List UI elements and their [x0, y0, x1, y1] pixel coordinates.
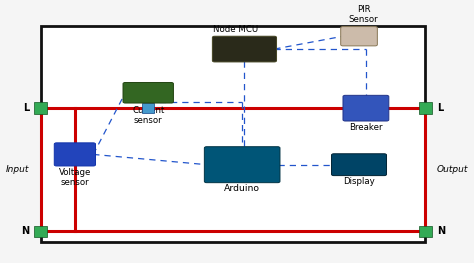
Text: Breaker: Breaker: [349, 123, 383, 132]
Bar: [419, 226, 432, 237]
Text: Output: Output: [437, 165, 468, 174]
FancyBboxPatch shape: [212, 36, 276, 62]
Text: L: L: [437, 103, 443, 113]
FancyBboxPatch shape: [123, 83, 173, 103]
Text: L: L: [23, 103, 29, 113]
FancyBboxPatch shape: [204, 147, 280, 183]
Bar: [34, 102, 47, 114]
Bar: [34, 226, 47, 237]
Text: Arduino: Arduino: [224, 184, 260, 194]
FancyBboxPatch shape: [343, 95, 389, 121]
FancyBboxPatch shape: [55, 143, 96, 166]
Text: Voltage
sensor: Voltage sensor: [59, 168, 91, 187]
Text: N: N: [437, 226, 445, 236]
Text: Node MCU: Node MCU: [213, 25, 258, 34]
FancyBboxPatch shape: [331, 154, 386, 176]
Text: Display: Display: [343, 178, 375, 186]
Text: PIR
Sensor: PIR Sensor: [349, 5, 378, 24]
Text: Current
sensor: Current sensor: [132, 106, 164, 125]
Bar: [419, 102, 432, 114]
FancyBboxPatch shape: [341, 27, 377, 46]
Text: N: N: [21, 226, 29, 236]
Bar: [360, 103, 372, 113]
Bar: [40, 26, 426, 242]
Bar: [143, 103, 154, 113]
Text: Input: Input: [6, 165, 29, 174]
